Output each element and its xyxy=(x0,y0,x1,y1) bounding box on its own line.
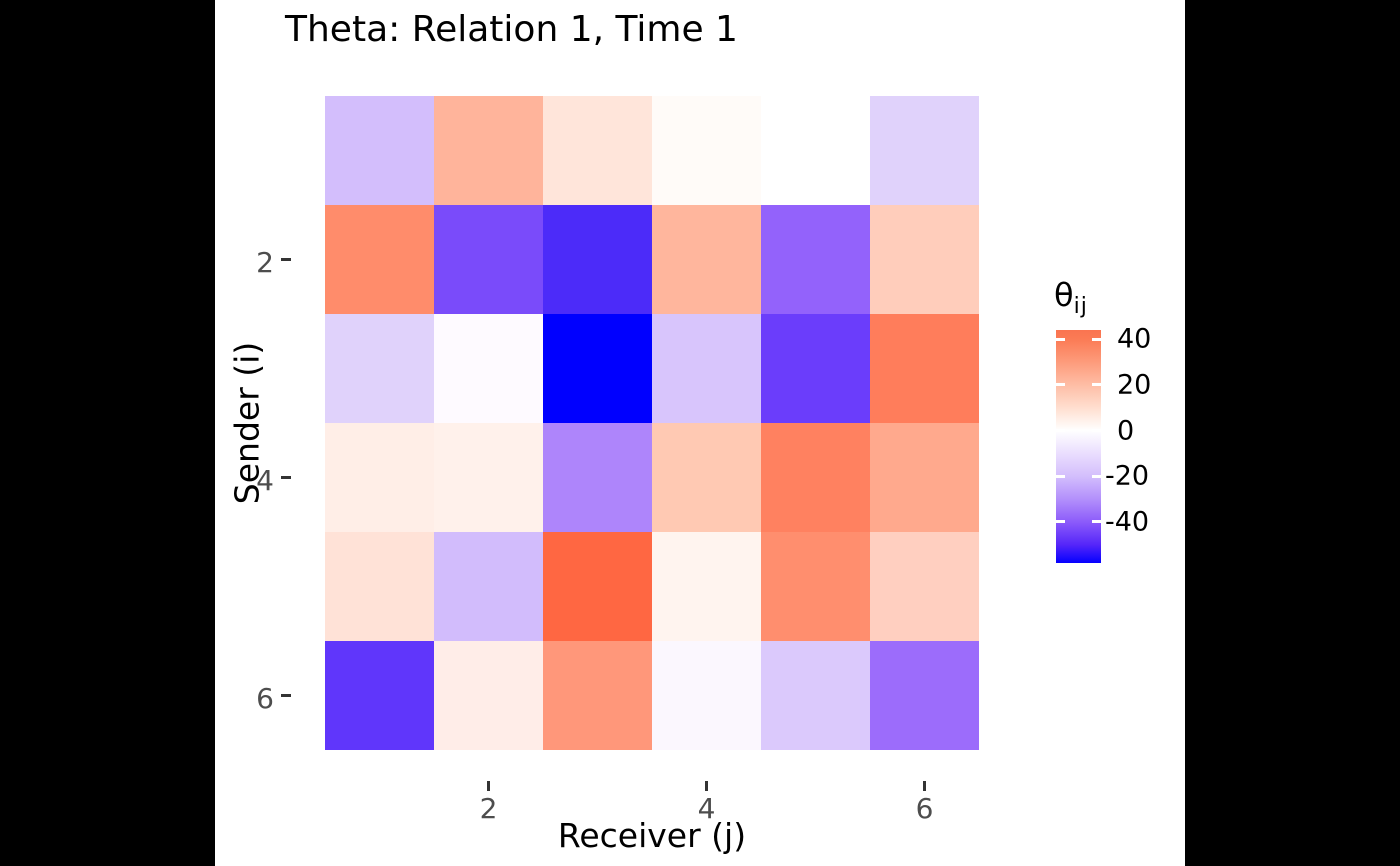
heatmap-cell-i2j5 xyxy=(761,205,870,314)
x-tick-label: 4 xyxy=(697,792,716,825)
legend-tick-label: 40 xyxy=(1117,323,1152,355)
heatmap-cell-i1j5 xyxy=(761,96,870,205)
heatmap-cell-i1j3 xyxy=(543,96,652,205)
heatmap-cell-i6j6 xyxy=(870,641,979,750)
heatmap-cell-i4j5 xyxy=(761,423,870,532)
heatmap-cell-i1j2 xyxy=(434,96,543,205)
legend-title: θij xyxy=(1054,276,1088,319)
heatmap-cell-i2j1 xyxy=(325,205,434,314)
y-tick-mark xyxy=(281,476,291,479)
legend-tick-mark xyxy=(1092,383,1101,387)
heatmap-grid xyxy=(325,96,979,750)
heatmap-cell-i4j2 xyxy=(434,423,543,532)
legend-tick-mark xyxy=(1092,337,1101,341)
legend-tick-mark xyxy=(1056,429,1065,432)
legend-title-subscript: ij xyxy=(1073,294,1088,319)
x-tick-label: 2 xyxy=(479,792,498,825)
heatmap-cell-i3j6 xyxy=(870,314,979,423)
heatmap-cell-i2j6 xyxy=(870,205,979,314)
heatmap-cell-i3j2 xyxy=(434,314,543,423)
heatmap-cell-i3j1 xyxy=(325,314,434,423)
heatmap-cell-i4j1 xyxy=(325,423,434,532)
heatmap-cell-i6j3 xyxy=(543,641,652,750)
y-tick-label: 6 xyxy=(256,681,274,715)
heatmap-cell-i2j4 xyxy=(652,205,761,314)
heatmap-cell-i1j6 xyxy=(870,96,979,205)
heatmap-cell-i6j1 xyxy=(325,641,434,750)
y-axis-title: Sender (i) xyxy=(227,341,267,505)
heatmap-cell-i5j6 xyxy=(870,532,979,641)
letterbox-left xyxy=(0,0,215,866)
legend-colorbar xyxy=(1056,330,1101,563)
x-tick-label: 6 xyxy=(915,792,934,825)
heatmap-cell-i5j4 xyxy=(652,532,761,641)
y-tick-label: 4 xyxy=(256,463,274,497)
legend-tick-mark xyxy=(1092,474,1101,478)
heatmap-cell-i5j2 xyxy=(434,532,543,641)
heatmap-cell-i5j1 xyxy=(325,532,434,641)
plot-title: Theta: Relation 1, Time 1 xyxy=(285,9,738,50)
heatmap-cell-i6j2 xyxy=(434,641,543,750)
heatmap-cell-i3j5 xyxy=(761,314,870,423)
heatmap-cell-i6j4 xyxy=(652,641,761,750)
heatmap-cell-i6j5 xyxy=(761,641,870,750)
x-tick-mark xyxy=(487,781,490,791)
heatmap-cell-i1j1 xyxy=(325,96,434,205)
legend-tick-label: 0 xyxy=(1117,415,1135,446)
x-tick-mark xyxy=(923,781,926,791)
y-tick-label: 2 xyxy=(256,245,274,279)
heatmap-cell-i5j5 xyxy=(761,532,870,641)
heatmap-cell-i3j4 xyxy=(652,314,761,423)
legend-tick-mark xyxy=(1056,520,1065,524)
letterbox-right xyxy=(1185,0,1400,866)
x-axis-title: Receiver (j) xyxy=(557,816,747,855)
y-tick-mark xyxy=(281,258,291,261)
heatmap-cell-i4j3 xyxy=(543,423,652,532)
legend-title-symbol: θ xyxy=(1054,276,1074,314)
heatmap-cell-i2j3 xyxy=(543,205,652,314)
legend-tick-mark xyxy=(1056,383,1065,387)
heatmap-cell-i3j3 xyxy=(543,314,652,423)
y-tick-mark xyxy=(281,694,291,697)
x-tick-mark xyxy=(705,781,708,791)
heatmap-cell-i2j2 xyxy=(434,205,543,314)
legend-tick-label: 20 xyxy=(1117,369,1152,401)
legend-tick-mark xyxy=(1056,337,1065,341)
heatmap-cell-i1j4 xyxy=(652,96,761,205)
heatmap-cell-i4j6 xyxy=(870,423,979,532)
legend-tick-mark xyxy=(1092,429,1101,432)
legend-tick-label: -20 xyxy=(1105,460,1150,492)
legend-tick-label: -40 xyxy=(1105,506,1150,538)
heatmap-cell-i4j4 xyxy=(652,423,761,532)
legend-tick-mark xyxy=(1056,474,1065,478)
legend-tick-mark xyxy=(1092,520,1101,524)
heatmap-cell-i5j3 xyxy=(543,532,652,641)
